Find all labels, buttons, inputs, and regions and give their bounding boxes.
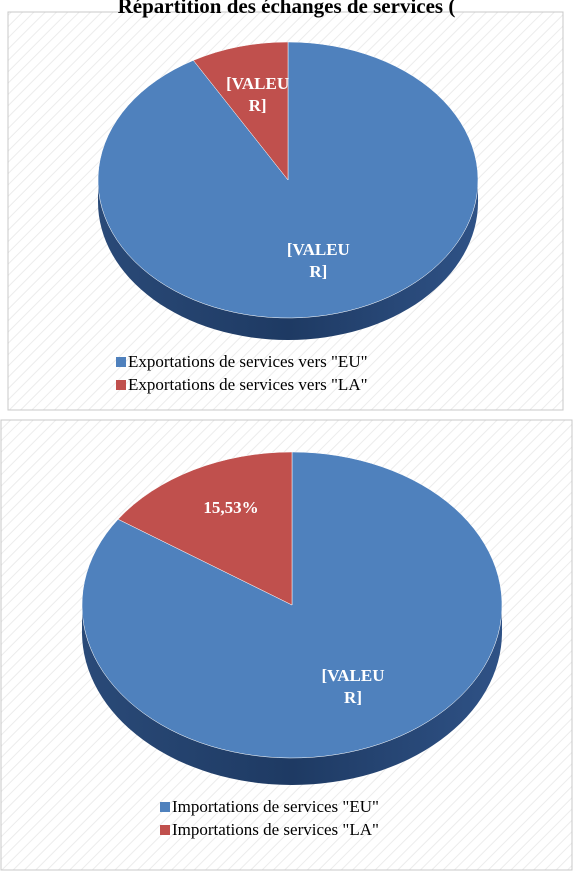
legend-label: Exportations de services vers "EU" — [128, 352, 368, 371]
legend-swatch — [160, 825, 170, 835]
pie-slice — [117, 451, 293, 606]
title: Répartition des échanges de services ( — [117, 0, 456, 18]
data-label-box: [VALEUR] — [321, 665, 385, 707]
legend-swatch — [160, 802, 170, 812]
data-label-box: [VALEUR] — [226, 74, 290, 116]
legend-label: Importations de services "EU" — [172, 797, 379, 816]
legend-label: Importations de services "LA" — [172, 820, 379, 839]
legend-swatch — [116, 380, 126, 390]
legend-label: Exportations de services vers "LA" — [128, 375, 368, 394]
data-label: [VALEUR] — [226, 74, 290, 116]
pie-side — [98, 180, 478, 340]
legend-swatch — [116, 357, 126, 367]
data-label-box: 15,53% — [203, 498, 259, 518]
pie-side — [82, 605, 502, 785]
data-label: [VALEUR] — [321, 665, 385, 707]
pie-slice — [192, 41, 289, 181]
data-label-box: [VALEUR] — [286, 239, 350, 281]
data-label: 15,53% — [203, 498, 259, 518]
data-label: [VALEUR] — [286, 239, 350, 281]
